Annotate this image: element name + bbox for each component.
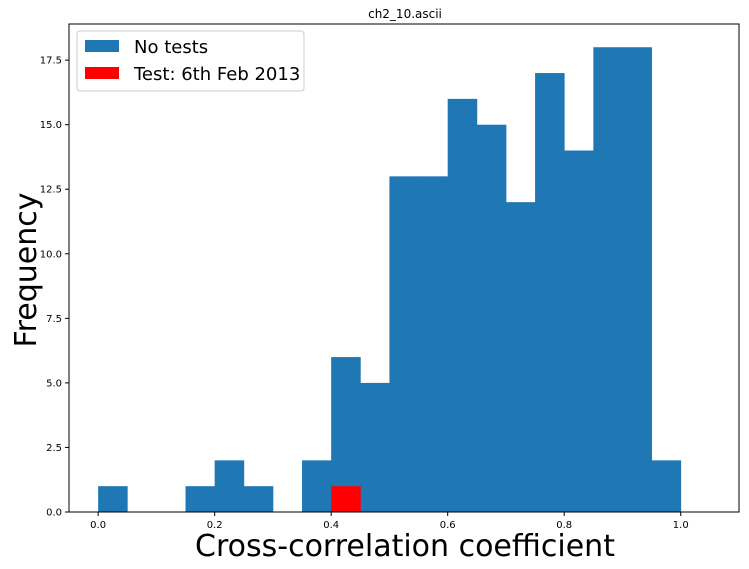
x-tick-label: 0.4 xyxy=(323,520,339,531)
bars-group xyxy=(98,47,682,513)
bar-no-tests-9 xyxy=(360,382,390,512)
x-tick-label: 0.6 xyxy=(440,520,456,531)
y-tick-label: 2.5 xyxy=(46,443,62,454)
bar-no-tests-3 xyxy=(185,486,216,512)
chart-title: ch2_10.ascii xyxy=(368,7,442,21)
bar-no-tests-4 xyxy=(214,460,245,512)
y-axis-label: Frequency xyxy=(9,193,44,348)
legend-swatch-no-tests xyxy=(85,40,119,52)
x-tick-label: 0.0 xyxy=(90,520,106,531)
bar-no-tests-5 xyxy=(243,486,274,512)
axes-frame xyxy=(68,23,740,513)
x-tick-label: 1.0 xyxy=(673,520,689,531)
bar-no-tests-18 xyxy=(622,47,653,512)
legend: No tests Test: 6th Feb 2013 xyxy=(76,30,305,92)
bar-no-tests-14 xyxy=(505,202,536,512)
bar-no-tests-0 xyxy=(98,486,128,512)
bar-no-tests-13 xyxy=(476,124,507,512)
bar-no-tests-16 xyxy=(564,150,594,512)
bar-no-tests-10 xyxy=(389,176,419,512)
y-tick-label: 7.5 xyxy=(46,314,62,325)
bar-no-tests-12 xyxy=(447,98,478,513)
y-axis-ticks: 0.0 2.5 5.0 7.5 10.0 12.5 15.0 17.5 xyxy=(40,56,69,519)
y-tick-label: 5.0 xyxy=(46,378,62,389)
bar-no-tests-15 xyxy=(535,73,565,513)
legend-swatch-test xyxy=(85,67,119,79)
y-tick-label: 12.5 xyxy=(40,185,62,196)
y-tick-label: 17.5 xyxy=(40,56,62,67)
bar-no-tests-19 xyxy=(651,460,682,512)
y-tick-label: 15.0 xyxy=(40,120,62,131)
bar-no-tests-11 xyxy=(418,176,449,512)
legend-box xyxy=(76,30,305,92)
y-tick-label: 0.0 xyxy=(46,508,62,519)
x-axis-ticks: 0.0 0.2 0.4 0.6 0.8 1.0 xyxy=(90,512,689,531)
bar-test-0 xyxy=(331,486,361,512)
legend-label-test: Test: 6th Feb 2013 xyxy=(133,64,300,85)
legend-label-no-tests: No tests xyxy=(134,37,208,58)
x-tick-label: 0.2 xyxy=(207,520,223,531)
bar-no-tests-7 xyxy=(302,460,332,512)
x-tick-label: 0.8 xyxy=(556,520,572,531)
x-axis-label: Cross-correlation coefficient xyxy=(195,529,615,564)
bar-no-tests-17 xyxy=(593,47,623,512)
y-tick-label: 10.0 xyxy=(40,249,62,260)
